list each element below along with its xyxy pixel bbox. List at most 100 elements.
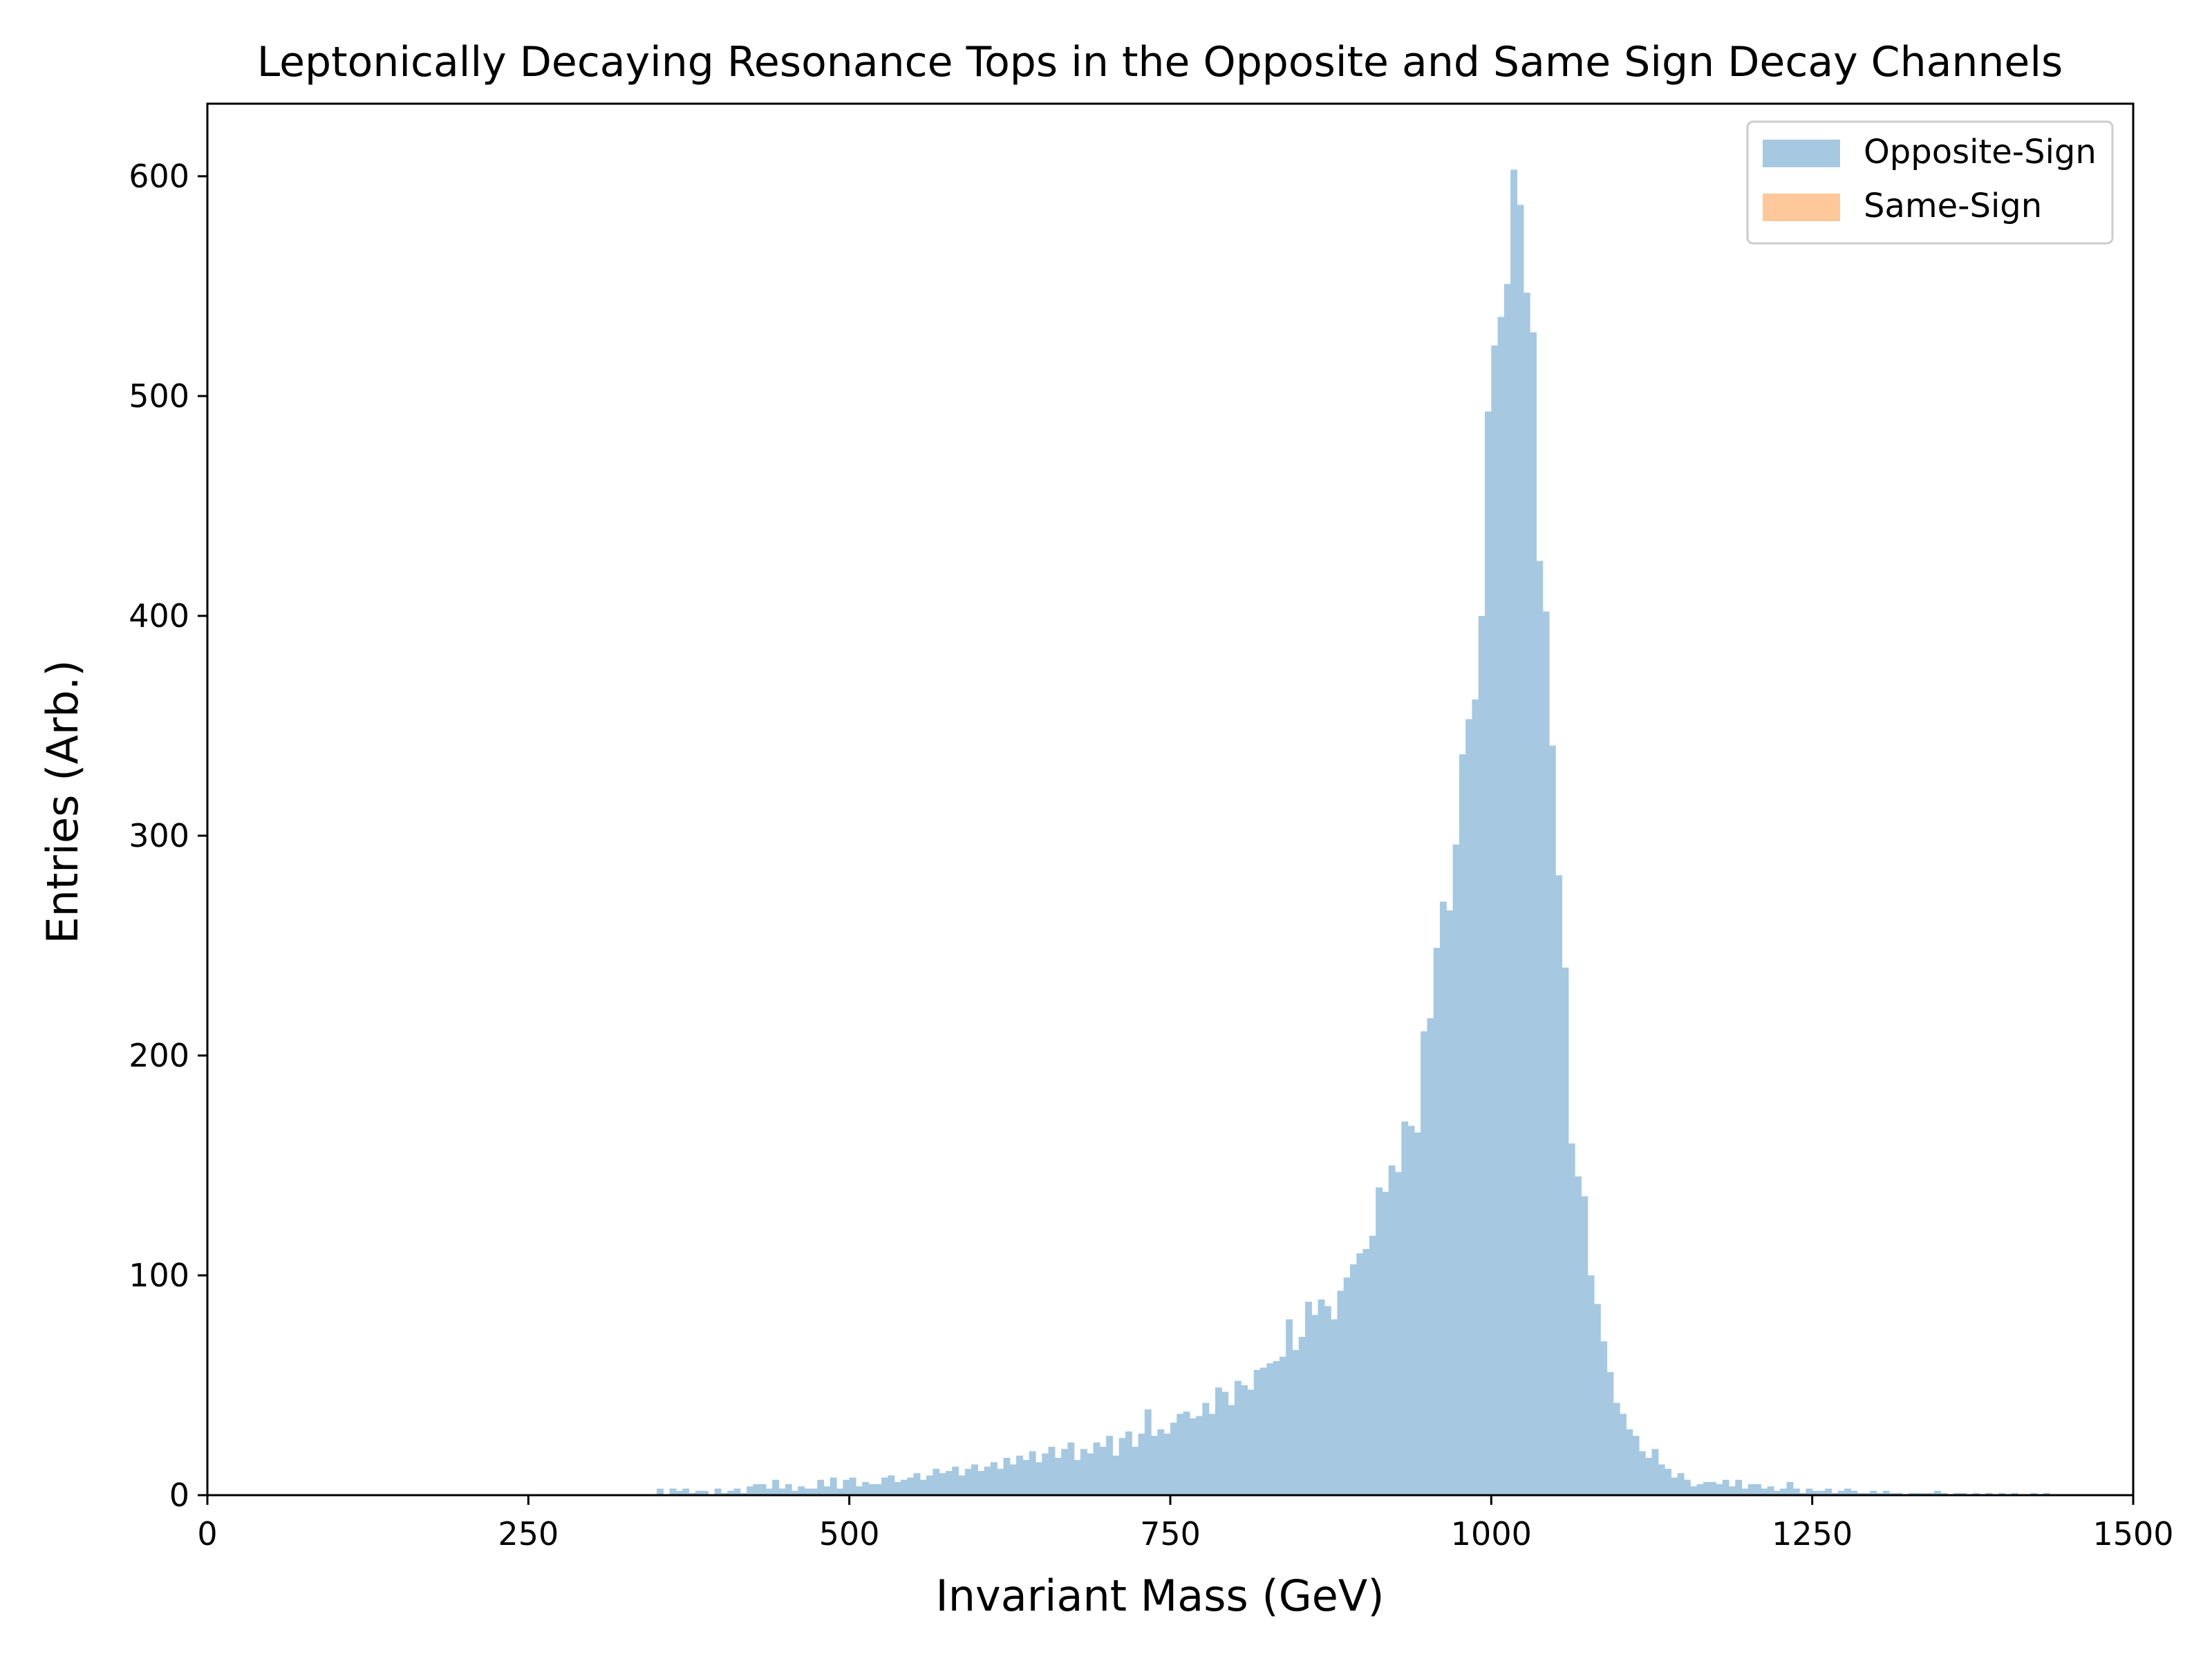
x-tick-label: 1000 xyxy=(1451,1515,1532,1553)
histogram-bar xyxy=(1773,1490,1781,1495)
histogram-bar xyxy=(1575,1176,1582,1495)
histogram-bar xyxy=(1080,1449,1087,1495)
y-tick-label: 0 xyxy=(169,1477,189,1514)
y-tick-label: 500 xyxy=(129,377,189,415)
histogram-bar xyxy=(1440,901,1447,1495)
histogram-bar xyxy=(798,1486,805,1495)
histogram-bar xyxy=(1196,1416,1203,1495)
histogram-bar xyxy=(657,1488,664,1495)
histogram-bar xyxy=(984,1466,991,1495)
histogram-bar xyxy=(1407,1125,1415,1495)
histogram-bar xyxy=(1093,1442,1100,1495)
histogram-bar xyxy=(2043,1492,2050,1495)
histogram-bar xyxy=(1761,1488,1768,1495)
histogram-bar xyxy=(958,1475,966,1495)
histogram-bar xyxy=(1683,1479,1691,1495)
histogram-bar xyxy=(1812,1490,1819,1495)
histogram-bar xyxy=(1510,169,1518,1495)
histogram-bar xyxy=(1806,1488,1813,1495)
histogram-bar xyxy=(1523,292,1530,1495)
histogram-bar xyxy=(1530,332,1537,1496)
histogram-bar xyxy=(945,1471,953,1495)
histogram-bar xyxy=(1311,1315,1319,1495)
histogram-bar xyxy=(1568,1143,1575,1495)
histogram-bar xyxy=(1273,1361,1280,1495)
histogram-bar xyxy=(1870,1490,1877,1495)
histogram-bar xyxy=(1491,345,1499,1495)
histogram-bar xyxy=(1388,1165,1396,1495)
histogram-bar xyxy=(1651,1449,1659,1495)
histogram-bar xyxy=(1042,1453,1049,1495)
histogram-bar xyxy=(1754,1484,1761,1495)
histogram-bar xyxy=(688,1492,696,1495)
histogram-bar xyxy=(1472,699,1479,1495)
histogram-bar xyxy=(919,1479,927,1495)
histogram-bar xyxy=(1934,1490,1941,1495)
histogram-bar xyxy=(1587,1275,1595,1495)
histogram-bar xyxy=(1915,1492,1922,1495)
histogram-bar xyxy=(817,1479,825,1495)
histogram-bar xyxy=(1369,1235,1376,1495)
histogram-bar xyxy=(702,1490,709,1495)
histogram-bar xyxy=(1780,1488,1788,1495)
histogram-bar xyxy=(1427,1018,1434,1495)
histogram-bar xyxy=(1632,1436,1640,1495)
histogram-bar xyxy=(1298,1337,1306,1495)
y-ticks: 0 100 200 300 400 500 600 xyxy=(129,158,207,1514)
histogram-bar xyxy=(772,1479,780,1495)
histogram-bar xyxy=(1074,1460,1081,1495)
histogram-bar xyxy=(1292,1350,1300,1495)
histogram-bar xyxy=(714,1488,722,1495)
histogram-bar xyxy=(907,1477,915,1495)
legend-label: Same-Sign xyxy=(1864,187,2042,225)
histogram-bar xyxy=(1414,1132,1421,1495)
histogram-bar xyxy=(1613,1403,1620,1495)
histogram-bar xyxy=(881,1477,888,1495)
histogram-bar xyxy=(1112,1455,1120,1495)
histogram-bar xyxy=(1465,719,1473,1495)
histogram-bar xyxy=(1927,1492,1935,1495)
x-tick-label: 1500 xyxy=(2092,1515,2173,1553)
histogram-bar xyxy=(1144,1409,1152,1495)
histogram-bar xyxy=(990,1462,997,1495)
histogram-bar xyxy=(791,1490,798,1495)
y-tick-label: 100 xyxy=(129,1257,189,1294)
histogram-bar xyxy=(1792,1488,1800,1495)
histogram-bar xyxy=(952,1466,959,1495)
histogram-bar xyxy=(1054,1457,1062,1495)
histogram-bar xyxy=(1555,875,1563,1495)
histogram-bar xyxy=(1716,1484,1723,1495)
histogram-bar xyxy=(1857,1492,1864,1495)
y-axis-label: Entries (Arb.) xyxy=(37,660,88,944)
histogram-bar xyxy=(1459,754,1466,1495)
histogram-bar xyxy=(1548,745,1556,1495)
histogram-bar xyxy=(1452,844,1460,1495)
histogram-bar xyxy=(1061,1449,1069,1495)
histogram-bar xyxy=(1818,1490,1826,1495)
histogram-bar xyxy=(1099,1447,1107,1495)
histogram-bar xyxy=(1542,611,1550,1495)
histogram-bar xyxy=(1690,1486,1698,1495)
histogram-bar xyxy=(1350,1264,1357,1495)
histogram-bar xyxy=(1703,1481,1710,1495)
histogram-bar xyxy=(1029,1451,1036,1495)
histogram-bar xyxy=(1895,1492,1903,1495)
histogram-bar xyxy=(733,1488,741,1495)
histogram-bar xyxy=(1067,1442,1075,1495)
histogram-bar xyxy=(997,1468,1004,1495)
histogram-bar xyxy=(1177,1414,1184,1495)
histogram-bar xyxy=(720,1492,728,1495)
histogram-bar xyxy=(1324,1306,1331,1495)
x-tick-label: 1250 xyxy=(1772,1515,1853,1553)
histogram-bar xyxy=(836,1488,843,1495)
histogram-bar xyxy=(1183,1412,1190,1495)
histogram-bars xyxy=(657,169,2050,1496)
histogram-bar xyxy=(1337,1291,1344,1495)
histogram-bar xyxy=(823,1486,831,1495)
histogram-bar xyxy=(939,1473,946,1495)
histogram-bar xyxy=(1728,1486,1736,1495)
histogram-bar xyxy=(1016,1455,1024,1495)
histogram-bar xyxy=(1003,1457,1011,1495)
histogram-bar xyxy=(1401,1121,1409,1495)
histogram-bar xyxy=(1985,1492,1993,1495)
